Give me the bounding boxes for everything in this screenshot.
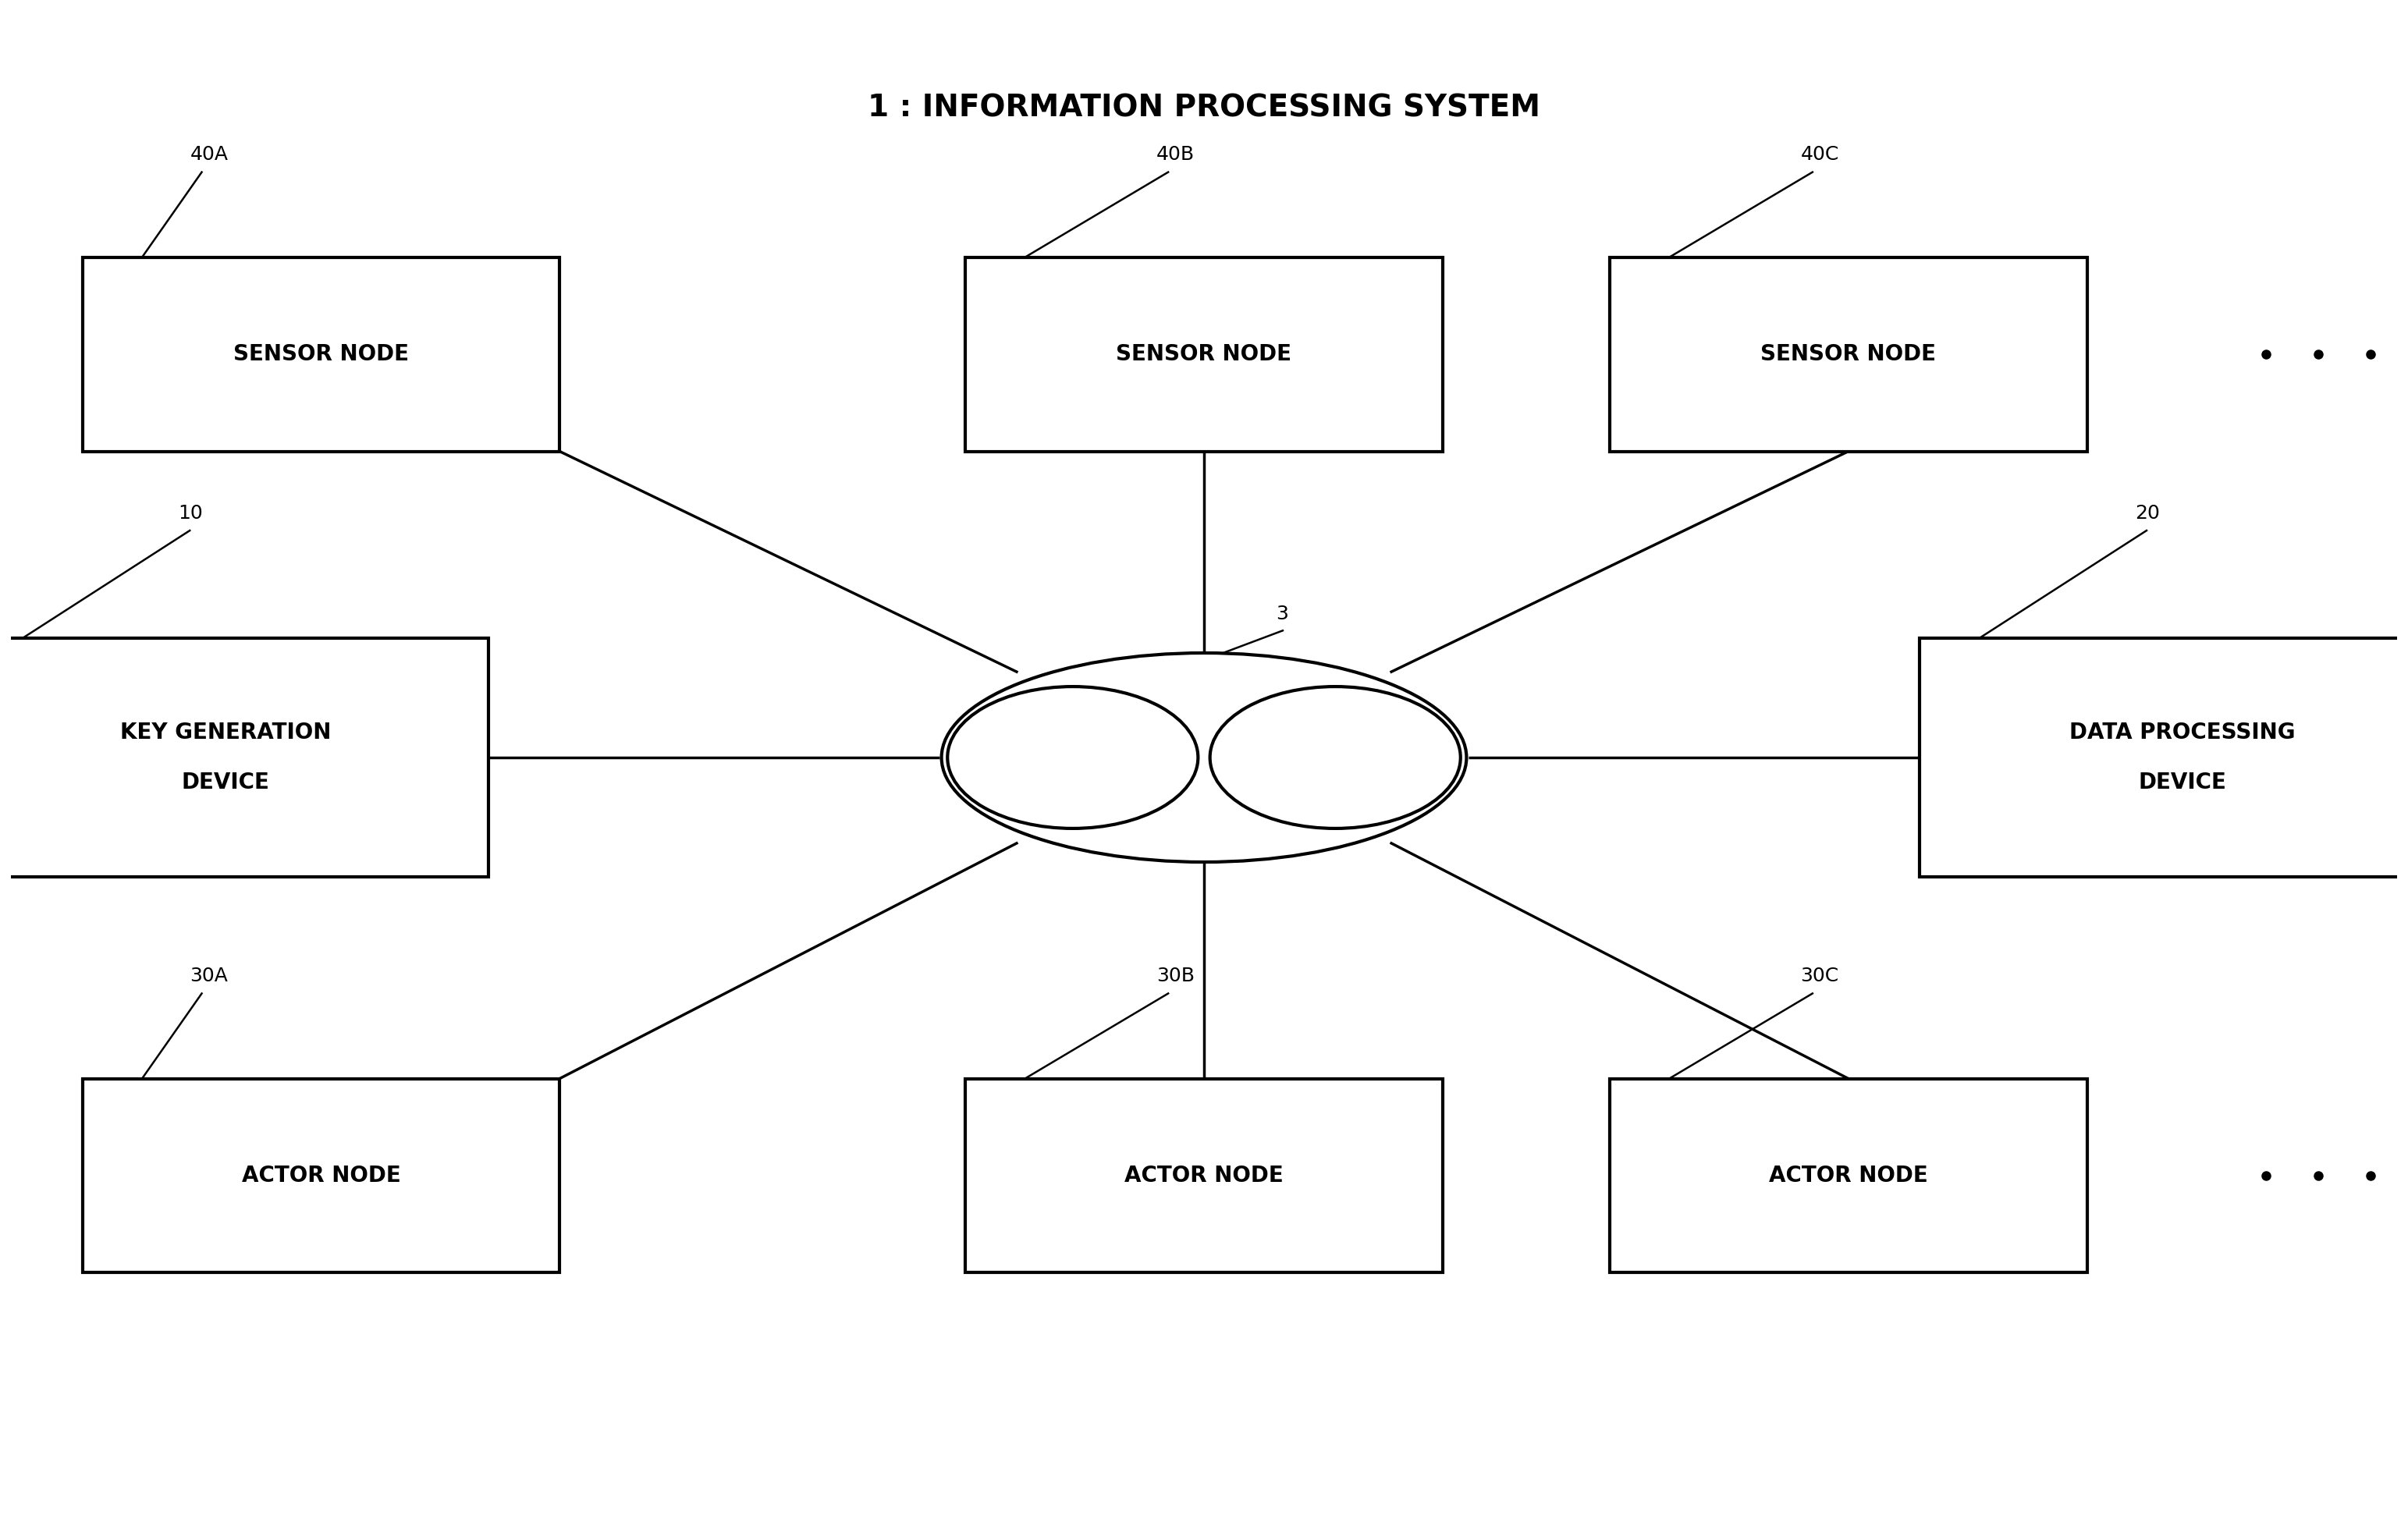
Ellipse shape [946, 686, 1199, 829]
Bar [966, 258, 1442, 451]
Text: 20: 20 [2133, 503, 2160, 523]
Bar [1609, 1079, 2088, 1273]
Text: SENSOR NODE: SENSOR NODE [1117, 344, 1291, 365]
Bar [1609, 258, 2088, 451]
Text: 30B: 30B [1156, 967, 1194, 985]
Bar [1919, 638, 2408, 877]
Text: 40B: 40B [1156, 145, 1194, 164]
Text: SENSOR NODE: SENSOR NODE [234, 344, 409, 365]
Text: 40C: 40C [1801, 145, 1840, 164]
Text: 30C: 30C [1801, 967, 1840, 985]
Text: SENSOR NODE: SENSOR NODE [1760, 344, 1936, 365]
Text: 40A: 40A [190, 145, 229, 164]
Ellipse shape [1209, 686, 1462, 829]
Text: 3: 3 [1276, 604, 1288, 623]
Text: KEY GENERATION: KEY GENERATION [120, 723, 330, 744]
Text: 10: 10 [178, 503, 202, 523]
Text: DATA PROCESSING: DATA PROCESSING [2068, 723, 2295, 744]
Text: DEVICE: DEVICE [2138, 771, 2227, 792]
Text: ACTOR NODE: ACTOR NODE [241, 1165, 400, 1186]
Text: ACTOR NODE: ACTOR NODE [1770, 1165, 1929, 1186]
Text: ACTOR NODE: ACTOR NODE [1125, 1165, 1283, 1186]
Bar [82, 258, 559, 451]
Text: DEVICE: DEVICE [181, 771, 270, 792]
Bar [0, 638, 489, 877]
Text: 30A: 30A [190, 967, 229, 985]
Bar [966, 1079, 1442, 1273]
Ellipse shape [942, 653, 1466, 862]
Text: 1 : INFORMATION PROCESSING SYSTEM: 1 : INFORMATION PROCESSING SYSTEM [867, 92, 1541, 123]
Bar [82, 1079, 559, 1273]
